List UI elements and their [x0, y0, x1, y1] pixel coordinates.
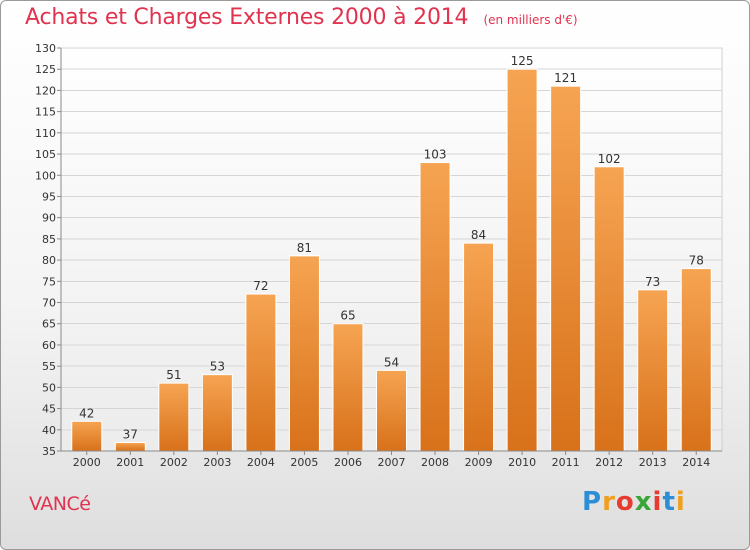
data-label: 53: [210, 360, 225, 374]
bar-2002: [158, 382, 190, 452]
data-label: 103: [424, 148, 447, 162]
bar-2000: [71, 420, 103, 452]
y-tick-label: 125: [35, 63, 56, 76]
data-label: 121: [554, 71, 577, 85]
bar-2010: [506, 68, 538, 452]
bar-2012: [593, 166, 625, 452]
x-tick-label: 2009: [465, 456, 493, 469]
chart-subtitle: (en milliers d'€): [483, 13, 578, 27]
x-tick-label: 2013: [639, 456, 667, 469]
bar-2004: [245, 293, 277, 452]
y-tick-label: 80: [42, 254, 56, 267]
bar-2013: [637, 289, 669, 452]
data-label: 72: [253, 279, 268, 293]
y-tick-label: 45: [42, 403, 56, 416]
logo-letter: r: [602, 487, 616, 517]
data-label: 73: [645, 275, 660, 289]
y-tick-label: 50: [42, 381, 56, 394]
y-tick-label: 35: [42, 445, 56, 458]
data-label: 125: [511, 54, 534, 68]
y-tick-label: 60: [42, 339, 56, 352]
x-tick-label: 2007: [378, 456, 406, 469]
bar-2008: [419, 162, 451, 452]
data-label: 51: [166, 368, 181, 382]
place-name: VANCé: [29, 493, 91, 515]
bar-2001: [114, 442, 146, 452]
logo-letter: x: [634, 487, 653, 517]
bar-2011: [550, 85, 582, 452]
y-tick-label: 95: [42, 190, 56, 203]
bar-2007: [376, 369, 407, 452]
x-tick-label: 2014: [682, 456, 710, 469]
x-tick-label: 2004: [247, 456, 275, 469]
data-label: 65: [340, 309, 355, 323]
data-label: 102: [598, 152, 621, 166]
y-tick-label: 100: [35, 169, 56, 182]
y-tick-label: 70: [42, 297, 56, 310]
y-tick-label: 105: [35, 148, 56, 161]
bar-2014: [680, 268, 712, 452]
y-tick-label: 115: [35, 106, 56, 119]
data-label: 78: [689, 254, 704, 268]
logo-letter: t: [662, 487, 676, 517]
y-tick-label: 40: [42, 424, 56, 437]
chart-header: Achats et Charges Externes 2000 à 2014 (…: [25, 5, 578, 30]
logo-letter: o: [615, 487, 635, 517]
bar-2009: [463, 242, 495, 452]
x-tick-label: 2006: [334, 456, 362, 469]
bar-2003: [201, 374, 233, 452]
logo-letter: P: [582, 487, 603, 517]
y-tick-label: 110: [35, 127, 56, 140]
y-tick-label: 120: [35, 84, 56, 97]
x-tick-label: 2001: [116, 456, 144, 469]
data-label: 42: [79, 406, 94, 420]
logo-letter: i: [675, 487, 686, 517]
data-label: 84: [471, 228, 486, 242]
x-tick-label: 2012: [595, 456, 623, 469]
y-tick-label: 75: [42, 275, 56, 288]
data-label: 37: [123, 428, 138, 442]
bar-2006: [332, 323, 364, 452]
x-tick-label: 2002: [160, 456, 188, 469]
x-tick-label: 2003: [203, 456, 231, 469]
x-tick-label: 2000: [73, 456, 101, 469]
x-tick-label: 2005: [290, 456, 318, 469]
data-label: 54: [384, 355, 399, 369]
x-tick-label: 2008: [421, 456, 449, 469]
y-tick-label: 85: [42, 233, 56, 246]
x-tick-label: 2011: [552, 456, 580, 469]
y-tick-label: 90: [42, 212, 56, 225]
data-label: 81: [297, 241, 312, 255]
y-tick-label: 55: [42, 360, 56, 373]
chart-title: Achats et Charges Externes 2000 à 2014: [25, 5, 469, 30]
bar-2005: [288, 255, 320, 452]
x-tick-label: 2010: [508, 456, 536, 469]
y-tick-label: 130: [35, 42, 56, 55]
logo-letter: i: [652, 487, 663, 517]
proxiti-logo: Proxiti: [582, 487, 686, 517]
y-tick-label: 65: [42, 318, 56, 331]
